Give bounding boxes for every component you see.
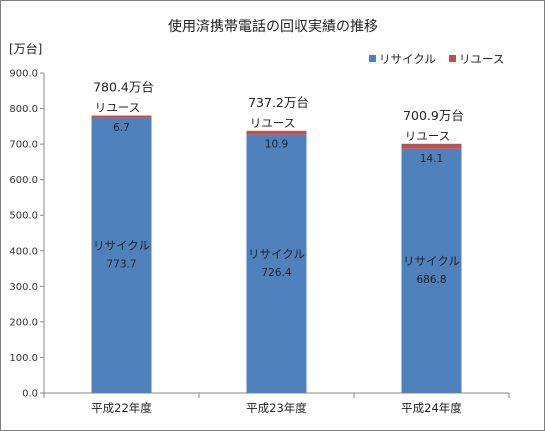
recycle-value-label: 686.8: [416, 274, 446, 286]
bar-reuse: [91, 115, 152, 118]
reuse-series-label: リユース: [405, 129, 450, 143]
legend-label: リサイクル: [379, 52, 436, 66]
bar-reuse: [401, 143, 462, 149]
recycle-series-label: リサイクル: [248, 247, 305, 261]
recycle-series-label: リサイクル: [403, 254, 460, 268]
legend-label: リユース: [459, 52, 504, 66]
bar-recycle: [401, 148, 462, 393]
bar-reuse: [246, 130, 307, 135]
x-category-label: 平成22年度: [91, 401, 152, 415]
y-tick-label: 0.0: [22, 389, 38, 400]
reuse-value-label: 14.1: [420, 153, 443, 165]
y-tick-label: 200.0: [9, 317, 38, 328]
total-label: 737.2万台: [248, 95, 309, 110]
y-tick-label: 700.0: [9, 140, 38, 151]
y-tick-label: 400.0: [9, 246, 38, 257]
y-tick-label: 900.0: [9, 69, 38, 80]
y-tick-label: 600.0: [9, 175, 38, 186]
plot-area: 0.0 100.0 200.0 300.0 400.0 500.0 600.0 700.0 80…: [9, 69, 510, 415]
recycle-series-label: リサイクル: [93, 238, 150, 252]
y-tick-label: 800.0: [9, 104, 38, 115]
reuse-series-label: リユース: [95, 101, 140, 115]
y-axis-unit-label: [万台]: [9, 41, 42, 56]
x-category-label: 平成23年度: [246, 401, 307, 415]
reuse-value-label: 6.7: [113, 122, 130, 134]
y-tick-label: 100.0: [9, 353, 38, 364]
total-label: 780.4万台: [93, 80, 154, 95]
bar-recycle: [246, 134, 307, 394]
legend: リサイクル リユース: [369, 52, 504, 66]
y-tick-label: 500.0: [9, 211, 38, 222]
bar-recycle: [91, 117, 152, 393]
x-category-label: 平成24年度: [401, 401, 462, 415]
total-label: 700.9万台: [403, 108, 464, 123]
legend-swatch: [369, 55, 376, 62]
reuse-series-label: リユース: [250, 116, 295, 130]
recycle-value-label: 773.7: [106, 258, 136, 270]
chart-title: 使用済携帯電話の回収実績の推移: [168, 18, 378, 35]
legend-swatch: [449, 55, 456, 62]
recycle-value-label: 726.4: [261, 267, 291, 279]
y-tick-label: 300.0: [9, 282, 38, 293]
reuse-value-label: 10.9: [265, 139, 288, 151]
